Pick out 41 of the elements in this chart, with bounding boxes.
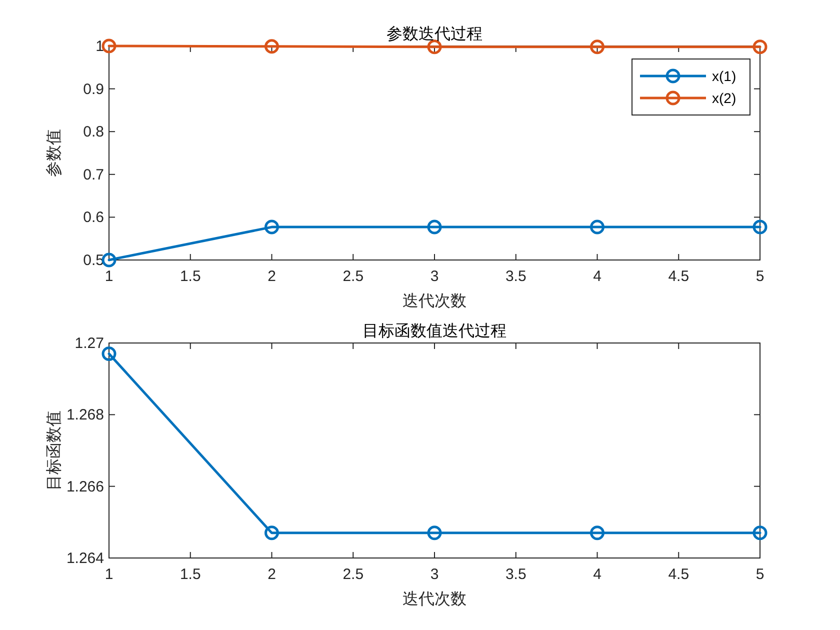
x-tick-label: 4.5 — [668, 268, 690, 285]
chart-title: 目标函数值迭代过程 — [362, 322, 506, 340]
y-tick-label: 1.266 — [66, 478, 104, 496]
x-tick-label: 5 — [756, 268, 764, 285]
y-tick-label: 1.264 — [66, 550, 104, 567]
point — [752, 220, 768, 234]
x-tick-label: 4 — [593, 566, 602, 583]
x-axis-title: 迭代次数 — [402, 590, 466, 608]
x-tick-label: 3 — [430, 268, 439, 285]
x-tick-label: 1.5 — [180, 566, 201, 583]
y-axis-title: 目标函数值 — [46, 410, 63, 490]
point — [427, 220, 442, 234]
point — [102, 252, 116, 268]
y-tick-label: 0.8 — [83, 124, 104, 141]
legend-label: x(1) — [712, 68, 736, 84]
x-tick-label: 2 — [268, 268, 276, 285]
y-tick-label: 0.7 — [83, 166, 104, 184]
point — [590, 220, 604, 234]
point — [264, 220, 279, 234]
x-tick-label: 3.5 — [505, 566, 526, 583]
x-tick-label: 1.5 — [180, 268, 201, 285]
y-tick-label: 1.27 — [74, 335, 104, 352]
x-tick-label: 4.5 — [668, 566, 690, 583]
x-tick-label: 2.5 — [342, 268, 364, 285]
y-tick-label: 1.268 — [66, 406, 104, 424]
x-axis-title: 迭代次数 — [402, 292, 466, 310]
chart-title: 参数迭代过程 — [386, 25, 482, 43]
point — [590, 40, 604, 54]
point — [752, 40, 768, 54]
x-tick-label: 3.5 — [505, 268, 526, 285]
y-tick-label: 0.9 — [83, 80, 104, 98]
x-tick-label: 2.5 — [342, 566, 364, 583]
point — [264, 39, 279, 54]
y-axis-title: 参数值 — [45, 129, 63, 177]
y-tick-label: 0.6 — [83, 209, 104, 226]
x-tick-label: 4 — [593, 268, 602, 285]
legend-label: x(2) — [712, 90, 736, 106]
x-tick-label: 2 — [268, 566, 276, 583]
x-tick-label: 5 — [756, 566, 764, 583]
point — [102, 38, 116, 54]
x-tick-label: 3 — [430, 566, 439, 583]
